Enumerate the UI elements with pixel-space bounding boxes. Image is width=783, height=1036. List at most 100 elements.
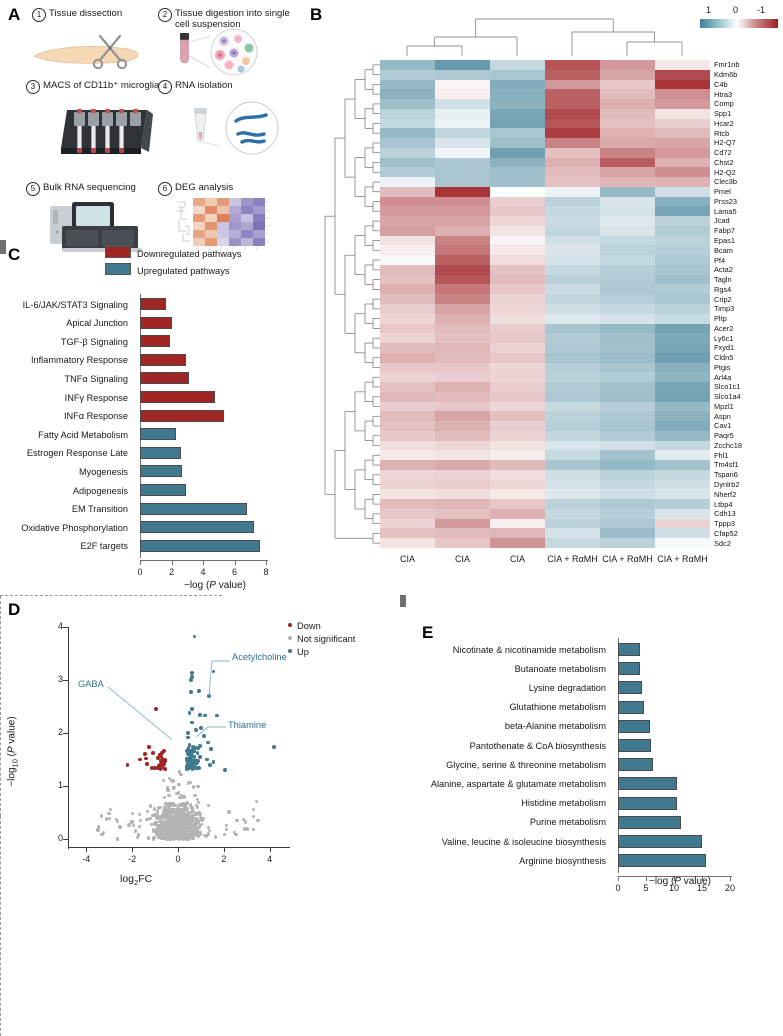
volcano-point — [190, 745, 195, 749]
heatmap-row-label: Spp1 — [714, 109, 732, 119]
heatmap-row-label: Timp3 — [714, 304, 735, 314]
volcano-point — [169, 813, 173, 817]
volcano-point — [146, 836, 151, 840]
volcano-point — [136, 833, 141, 837]
volcano-point — [201, 733, 206, 738]
heatmap-cell — [380, 245, 435, 256]
panel-e-bar — [618, 643, 640, 656]
heatmap-cell — [490, 323, 545, 334]
heatmap-cell — [435, 391, 490, 402]
heatmap-cell — [600, 372, 655, 383]
heatmap-cell — [435, 69, 490, 80]
volcano-point — [163, 802, 168, 806]
volcano-point — [196, 688, 201, 693]
volcano-point — [182, 821, 187, 825]
heatmap-row-label: Rgs4 — [714, 284, 732, 294]
heatmap-cell — [545, 430, 600, 442]
volcano-point — [205, 834, 209, 838]
heatmap-row-label: Tagln — [714, 275, 732, 285]
heatmap-cell — [435, 333, 490, 344]
panel-d-xaxis-label: log2FC — [120, 873, 153, 888]
workflow-step-5: 5 Bulk RNA sequencing — [26, 182, 136, 200]
heatmap-cell — [545, 138, 600, 149]
heatmap-cell — [435, 499, 490, 510]
volcano-point — [223, 832, 227, 837]
heatmap-cell — [600, 255, 655, 266]
volcano-point — [107, 816, 112, 821]
heatmap-cell — [490, 352, 545, 363]
volcano-point — [165, 809, 170, 813]
panel-e-category-label: Glycine, serine & threonine metabolism — [446, 759, 606, 770]
volcano-point — [156, 824, 160, 828]
volcano-point — [177, 782, 181, 787]
heatmap-cell — [600, 264, 655, 276]
heatmap-cell — [545, 538, 600, 549]
heatmap-cell — [380, 313, 435, 324]
heatmap-cell — [490, 333, 545, 344]
heatmap-cell — [545, 469, 600, 481]
panel-d-pvalue-threshold — [0, 595, 222, 596]
heatmap-cell — [600, 382, 655, 393]
heatmap-row-label: Cfap52 — [714, 528, 738, 538]
panel-c-bar — [140, 391, 215, 403]
volcano-point — [193, 745, 198, 750]
panel-e-category-label: Histidine metabolism — [521, 798, 606, 809]
volcano-point — [160, 836, 164, 840]
heatmap-cell — [545, 245, 600, 256]
volcano-point — [193, 820, 198, 824]
volcano-point — [194, 816, 198, 821]
volcano-point — [162, 823, 166, 827]
panel-c-pathways: C Downregulated pathways Upregulated pat… — [0, 240, 305, 595]
panel-e-bar — [618, 835, 702, 848]
volcano-point — [189, 762, 193, 767]
volcano-point — [179, 772, 183, 777]
heatmap-cell — [600, 284, 655, 295]
volcano-point — [185, 763, 190, 768]
heatmap-cell — [545, 60, 600, 71]
heatmap-cell — [380, 177, 435, 188]
volcano-point — [151, 827, 156, 832]
volcano-point — [184, 808, 189, 812]
volcano-point — [173, 803, 177, 808]
volcano-point — [190, 816, 194, 820]
volcano-point — [188, 689, 193, 694]
heatmap-cell — [545, 186, 600, 198]
volcano-point — [197, 744, 202, 749]
panel-c-tickmark — [0, 247, 6, 248]
heatmap-cell — [380, 186, 435, 198]
panel-c-tickmark — [0, 252, 6, 253]
heatmap-cell — [380, 89, 435, 100]
volcano-point — [161, 811, 166, 816]
heatmap-cell — [490, 69, 545, 80]
heatmap-cell — [490, 499, 545, 510]
heatmap-cell — [655, 79, 710, 90]
panel-e-xtick-label: 20 — [724, 883, 735, 894]
heatmap-cell — [600, 128, 655, 139]
heatmap-cell — [490, 206, 545, 217]
heatmap-cell — [545, 255, 600, 266]
legend-swatch-up — [105, 263, 131, 275]
heatmap-cell — [545, 333, 600, 344]
heatmap-cell — [655, 499, 710, 510]
volcano-point — [164, 824, 168, 829]
volcano-point — [186, 810, 191, 815]
volcano-point — [158, 819, 162, 823]
workflow-step-2: 2 Tissue digestion into single cell suspe… — [158, 8, 293, 30]
panel-e-xtick-label: 5 — [643, 883, 649, 894]
heatmap-cell — [490, 450, 545, 461]
volcano-point — [189, 755, 194, 759]
heatmap-cell — [435, 528, 490, 539]
volcano-point — [196, 828, 200, 832]
volcano-point — [186, 800, 190, 805]
heatmap-cell — [655, 372, 710, 383]
volcano-point — [187, 743, 192, 748]
heatmap-cell — [435, 245, 490, 256]
volcano-point — [186, 837, 190, 841]
volcano-point — [182, 811, 186, 816]
heatmap-row-label: Arl4a — [714, 372, 732, 382]
heatmap-cell — [435, 79, 490, 90]
panel-e-xtick-label: 15 — [696, 883, 707, 894]
volcano-legend-up: Up — [288, 647, 355, 657]
heatmap-cell — [600, 313, 655, 324]
heatmap-cell — [380, 479, 435, 490]
